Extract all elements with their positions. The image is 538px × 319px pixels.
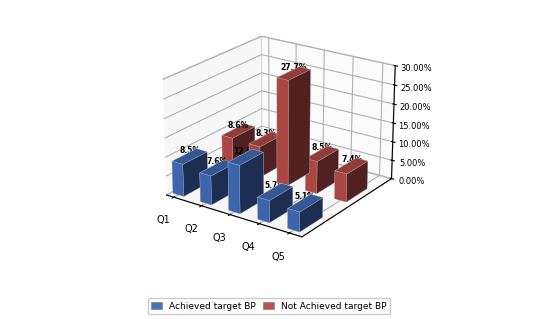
- Legend: Achieved target BP, Not Achieved target BP: Achieved target BP, Not Achieved target …: [147, 298, 391, 315]
